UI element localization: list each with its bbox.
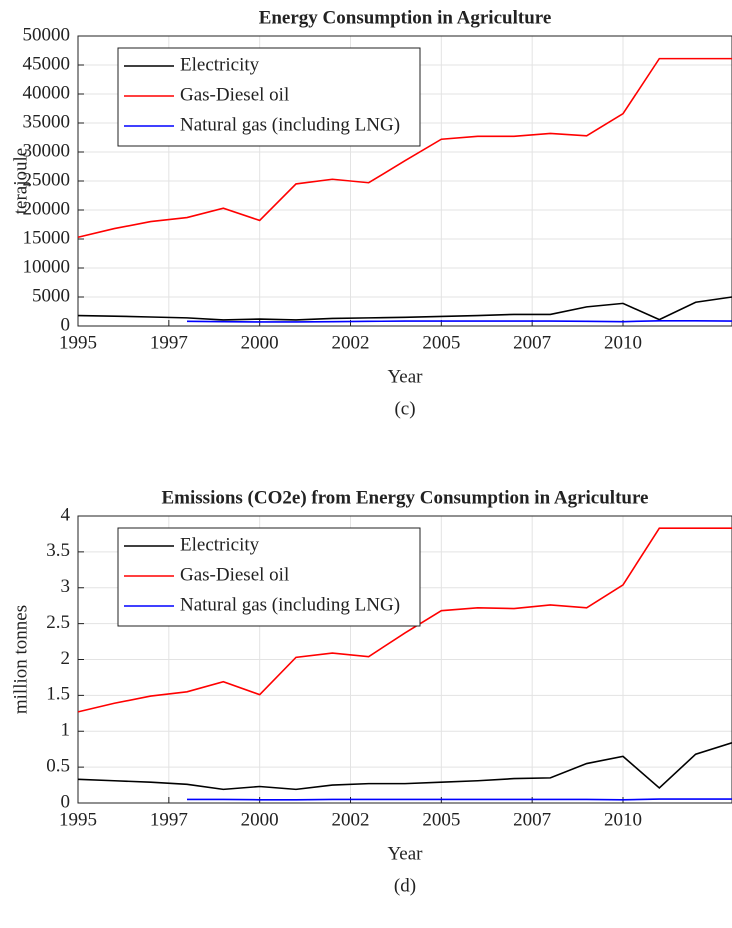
y-tick-label: 20000	[23, 198, 71, 219]
chart: Emissions (CO2e) from Energy Consumption…	[10, 487, 732, 896]
x-tick-label: 2005	[422, 332, 460, 353]
caption: (c)	[394, 398, 415, 419]
data-line	[186, 319, 732, 323]
legend-label: Natural gas (including LNG)	[180, 594, 400, 615]
x-tick-label: 1997	[150, 809, 188, 830]
legend-label: Gas-Diesel oil	[180, 84, 289, 105]
y-tick-label: 1.5	[46, 684, 70, 705]
y-tick-label: 0.5	[46, 755, 70, 776]
y-tick-label: 2.5	[46, 612, 70, 633]
y-axis-label: million tonnes	[10, 605, 31, 714]
x-tick-label: 2005	[422, 809, 460, 830]
y-tick-label: 50000	[23, 24, 71, 45]
x-tick-label: 2002	[332, 809, 370, 830]
x-axis-label: Year	[387, 843, 423, 864]
legend-label: Natural gas (including LNG)	[180, 114, 400, 135]
chart-title: Emissions (CO2e) from Energy Consumption…	[162, 487, 649, 508]
y-tick-label: 0	[61, 791, 71, 812]
x-tick-label: 2000	[241, 809, 279, 830]
legend-box	[117, 527, 421, 627]
y-tick-label: 10000	[23, 256, 71, 277]
data-line	[77, 741, 732, 791]
legend-label: Gas-Diesel oil	[180, 564, 289, 585]
x-tick-label: 2007	[513, 332, 551, 353]
y-tick-label: 5000	[32, 285, 70, 306]
y-axis-label: terajoule	[10, 148, 31, 214]
y-tick-label: 25000	[23, 169, 71, 190]
plot-frame	[77, 515, 732, 804]
x-tick-label: 2010	[604, 809, 642, 830]
y-tick-label: 15000	[23, 227, 71, 248]
y-tick-label: 4	[61, 504, 71, 525]
data-line	[77, 57, 732, 239]
x-tick-label: 1995	[59, 809, 97, 830]
y-tick-label: 0	[61, 314, 71, 335]
y-tick-label: 45000	[23, 53, 71, 74]
x-tick-label: 2002	[332, 332, 370, 353]
data-line	[77, 527, 732, 713]
y-tick-label: 35000	[23, 111, 71, 132]
x-axis-label: Year	[387, 366, 423, 387]
y-tick-label: 2	[61, 648, 71, 669]
chart-title: Energy Consumption in Agriculture	[259, 7, 552, 28]
legend-box	[117, 47, 421, 147]
y-tick-label: 3.5	[46, 540, 70, 561]
plot-frame	[77, 35, 732, 327]
x-tick-label: 1995	[59, 332, 97, 353]
legend-label: Electricity	[180, 54, 260, 75]
legend-label: Electricity	[180, 534, 260, 555]
y-tick-label: 30000	[23, 140, 71, 161]
x-tick-label: 2007	[513, 809, 551, 830]
data-line	[187, 798, 732, 801]
chart: Energy Consumption in Agriculture 0 5000 10…	[10, 7, 732, 419]
caption: (d)	[394, 875, 416, 896]
x-tick-label: 2010	[604, 332, 642, 353]
x-tick-label: 2000	[241, 332, 279, 353]
y-tick-label: 3	[61, 576, 71, 597]
data-line	[77, 296, 732, 321]
y-tick-label: 1	[61, 720, 71, 741]
y-tick-label: 40000	[23, 82, 71, 103]
x-tick-label: 1997	[150, 332, 188, 353]
